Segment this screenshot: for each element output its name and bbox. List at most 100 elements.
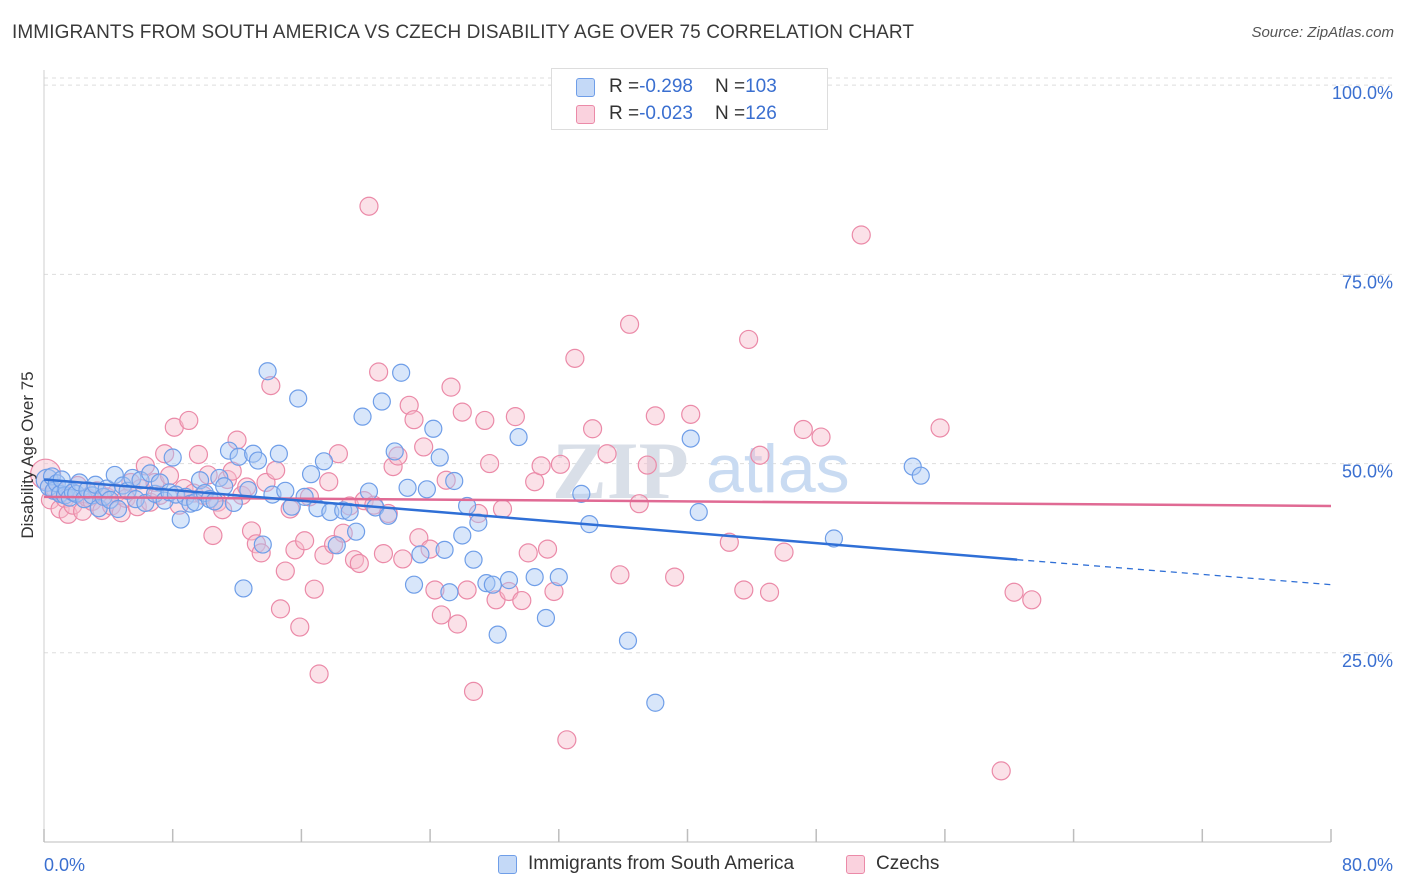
r-label: R = <box>609 76 640 97</box>
y-tick-label: 75.0% <box>1342 272 1393 292</box>
czechs-point <box>404 410 424 430</box>
czechs-point <box>719 532 739 552</box>
south-america-point <box>141 464 160 483</box>
south-america-point <box>269 444 288 463</box>
south-america-point <box>314 452 334 471</box>
south-america-point <box>163 448 182 467</box>
czechs-point <box>505 407 525 427</box>
czechs-point <box>441 377 461 397</box>
south-america-point <box>126 490 145 509</box>
czechs-point <box>531 456 551 476</box>
czechs-point <box>582 419 603 439</box>
source-label: Source: ZipAtlas.com <box>1251 24 1394 41</box>
south-america-point <box>483 575 502 594</box>
czechs-point <box>314 545 334 565</box>
legend-item-czechs[interactable]: Czechs <box>846 853 939 875</box>
south-america-point <box>258 362 277 381</box>
south-america-point <box>372 392 391 411</box>
south-america-point <box>911 466 930 485</box>
south-america-point <box>385 442 404 461</box>
czechs-point <box>851 225 871 245</box>
czechs-point <box>557 730 577 750</box>
south-america-point <box>276 481 295 500</box>
south-america-point <box>359 482 379 501</box>
south-america-point <box>549 567 568 587</box>
n-label: N = <box>714 103 746 124</box>
south-america-point <box>417 480 436 499</box>
south-america-point <box>646 693 665 712</box>
south-america-point <box>248 451 268 470</box>
south-america-point <box>234 579 253 598</box>
czechs-point <box>290 617 310 637</box>
czechs-point <box>447 614 468 634</box>
south-america-point <box>171 510 190 529</box>
south-america-point <box>445 471 464 491</box>
czechs-point <box>409 528 429 548</box>
czechs-point <box>261 376 281 396</box>
czechs-point <box>457 580 477 600</box>
south-america-point <box>509 427 528 447</box>
r-value: -0.298 <box>639 76 693 97</box>
n-value: 126 <box>745 103 777 124</box>
czechs-point <box>930 418 950 438</box>
czechs-point <box>159 466 180 486</box>
czechs-point <box>309 664 329 684</box>
south-america-trend-line <box>43 478 1018 561</box>
czechs-point <box>637 455 657 475</box>
czechs-point <box>739 329 759 350</box>
r-value: -0.023 <box>639 103 693 124</box>
south-america-point <box>379 506 398 525</box>
south-america-point <box>435 540 454 559</box>
czechs-point <box>774 542 794 562</box>
legend-item-south-america[interactable]: Immigrants from South America <box>498 853 794 875</box>
axes <box>43 70 1332 843</box>
y-tick-label: 50.0% <box>1342 462 1393 482</box>
legend-swatch-pink <box>846 854 865 874</box>
czechs-point <box>811 427 831 447</box>
czechs-point <box>304 579 324 599</box>
tick-labels: 25.0% 50.0% 75.0% 100.0% 0.0% 80.0% <box>44 83 1393 875</box>
south-america-point <box>618 631 638 650</box>
swatch-pink <box>576 104 595 124</box>
czechs-point <box>1022 590 1042 610</box>
south-america-point <box>689 502 708 522</box>
south-america-point <box>499 571 519 590</box>
south-america-point <box>464 550 483 569</box>
y-tick-label: 25.0% <box>1342 651 1393 671</box>
czechs-point <box>750 445 770 465</box>
south-america-point <box>440 583 459 602</box>
czechs-point <box>188 444 209 465</box>
czechs-point <box>665 567 685 587</box>
czechs-point <box>295 531 315 551</box>
czechs-point <box>512 590 532 611</box>
czechs-point <box>359 196 379 216</box>
south-america-point <box>824 529 843 548</box>
y-axis-label: Disability Age Over 75 <box>18 371 37 538</box>
czechs-point <box>463 681 484 701</box>
czechs-point <box>550 454 571 474</box>
czechs-point <box>420 539 440 559</box>
south-america-point <box>301 465 321 484</box>
south-america-point <box>155 491 174 510</box>
south-america-point <box>205 492 224 511</box>
south-america-point <box>453 526 472 545</box>
czechs-point <box>565 348 585 368</box>
czechs-point <box>431 605 451 625</box>
czechs-point <box>58 504 78 524</box>
south-america-trend-extension <box>1017 559 1332 586</box>
swatch-blue <box>576 77 595 97</box>
series-legend: Immigrants from South America Czechs <box>0 851 1406 881</box>
south-america-point <box>108 499 128 519</box>
chart-title: IMMIGRANTS FROM SOUTH AMERICA VS CZECH D… <box>12 22 915 43</box>
czechs-point <box>1004 582 1024 602</box>
czechs-point <box>388 446 408 466</box>
south-america-point <box>353 407 372 426</box>
watermark-atlas: atlas <box>706 431 850 507</box>
czechs-point <box>537 539 558 559</box>
czechs-point <box>328 444 349 464</box>
czechs-point <box>492 499 513 519</box>
gridlines <box>44 77 1392 654</box>
czechs-point <box>241 521 262 541</box>
south-america-point <box>392 363 411 382</box>
czechs-point <box>793 419 813 440</box>
